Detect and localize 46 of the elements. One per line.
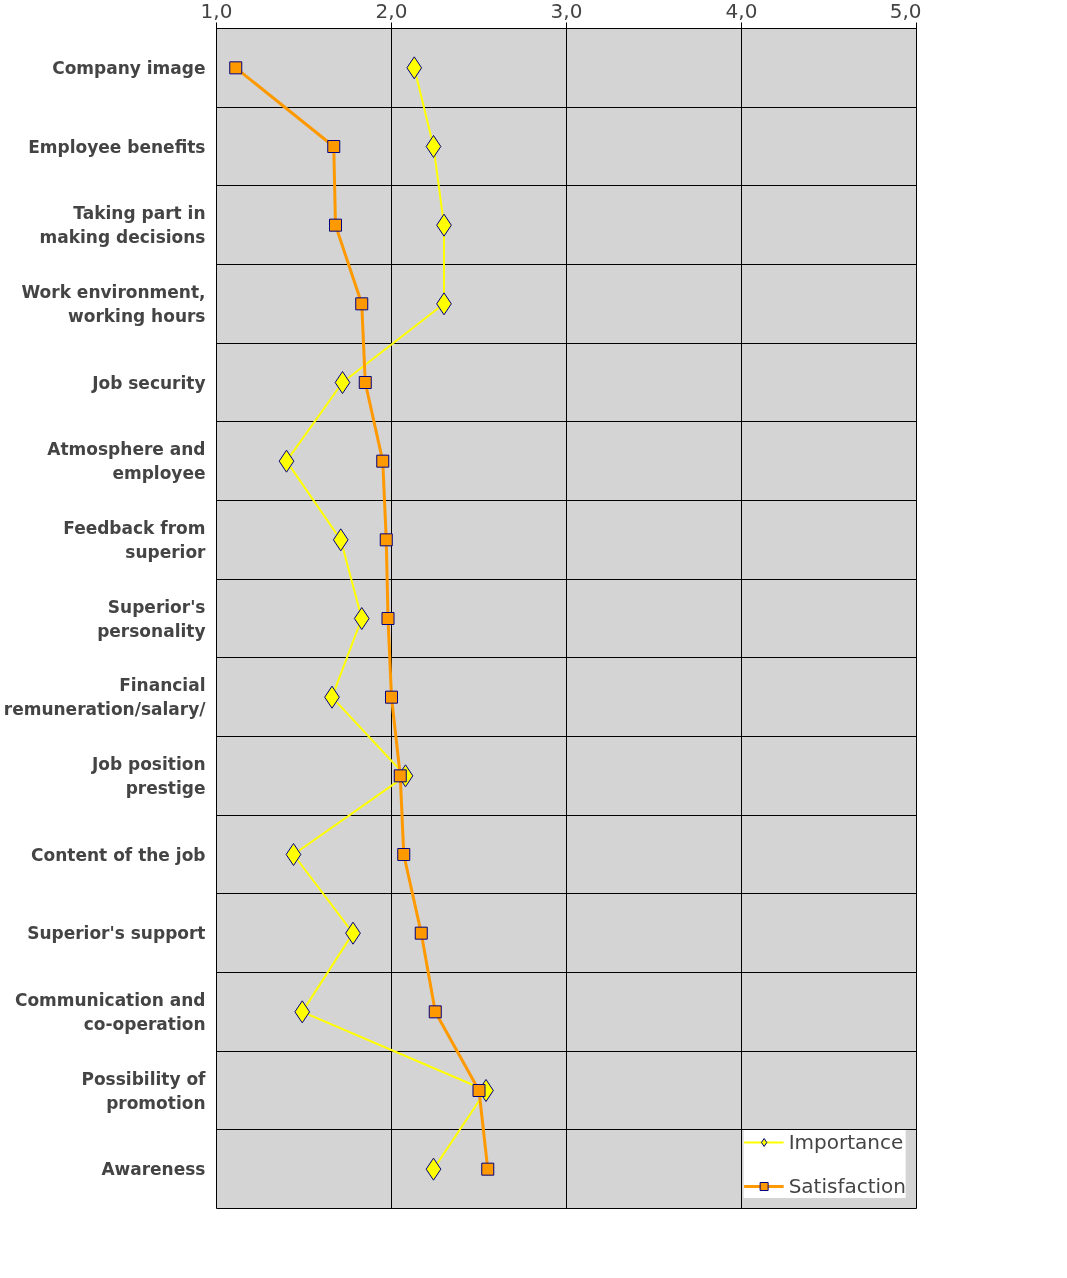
legend-label: Importance	[788, 1130, 904, 1154]
x-tick-label: 3,0	[550, 0, 583, 23]
y-tick-label: Superior's support	[27, 923, 206, 944]
point	[334, 371, 351, 394]
point	[425, 1157, 442, 1181]
point	[425, 135, 442, 158]
point	[285, 843, 302, 866]
point	[393, 769, 407, 783]
point	[472, 1084, 486, 1097]
x-tick-label: 1,0	[200, 0, 233, 23]
y-tick-label: Company image	[52, 57, 206, 78]
point	[481, 1162, 495, 1176]
y-tick-label: Superior's personality	[97, 596, 206, 641]
point	[355, 297, 369, 311]
point	[353, 607, 370, 630]
y-tick-label: Job position prestige	[90, 753, 206, 798]
y-tick-label: Feedback from superior	[63, 517, 207, 562]
y-tick-label: Possibility of promotion	[81, 1068, 207, 1113]
point	[229, 61, 243, 75]
x-tick-label: 2,0	[375, 0, 408, 23]
point	[294, 1000, 311, 1024]
y-tick-label: Content of the job	[31, 844, 206, 865]
y-tick-label: Communication and co-operation	[14, 989, 206, 1034]
point	[397, 848, 411, 861]
point	[327, 140, 341, 153]
point	[406, 56, 423, 80]
point	[332, 528, 349, 552]
point	[376, 454, 390, 468]
point	[329, 218, 342, 232]
y-tick-label: Employee benefits	[28, 136, 206, 157]
x-tick-label: 4,0	[725, 0, 758, 23]
y-tick-label: Atmosphere and employee	[47, 439, 206, 484]
point	[385, 690, 398, 704]
y-tick-label: Work environment, working hours	[21, 281, 206, 326]
legend-label: Satisfaction	[788, 1174, 906, 1198]
x-tick-label: 5,0	[889, 0, 922, 23]
point	[358, 376, 372, 389]
y-tick-label: Taking part in making decisions	[39, 203, 206, 248]
y-tick-label: Financial remuneration/salary/	[3, 675, 207, 720]
point	[278, 449, 295, 473]
point	[379, 533, 393, 547]
point	[381, 612, 395, 625]
y-tick-label: Awareness	[101, 1159, 206, 1180]
point	[428, 1005, 442, 1019]
y-tick-label: Job security	[91, 372, 206, 393]
point	[414, 926, 428, 940]
